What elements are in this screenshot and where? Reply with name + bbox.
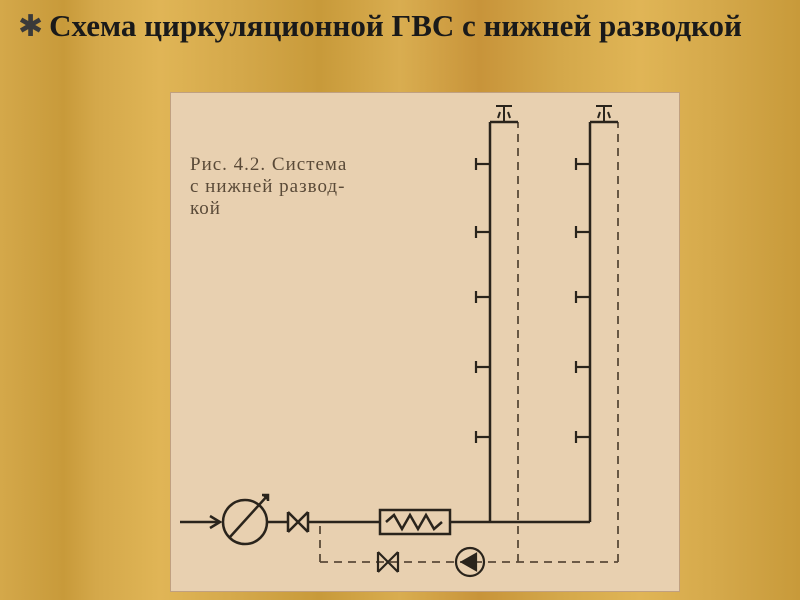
air-vent-2 xyxy=(596,106,612,122)
riser-2-taps xyxy=(576,158,590,443)
riser-2 xyxy=(590,106,618,562)
schematic-svg: Рис. 4.2. Система с нижней развод- кой xyxy=(170,92,680,592)
caption-line-1: Рис. 4.2. Система xyxy=(190,154,347,175)
riser-1 xyxy=(490,106,518,562)
slide-background: ✱ Схема циркуляционной ГВС с нижней разв… xyxy=(0,0,800,600)
caption-line-2: с нижней развод- xyxy=(190,176,345,197)
diagram-panel: Рис. 4.2. Система с нижней развод- кой xyxy=(170,92,680,592)
bullet-icon: ✱ xyxy=(18,10,43,44)
riser-1-taps xyxy=(476,158,490,443)
slide-title: Схема циркуляционной ГВС с нижней развод… xyxy=(49,8,742,44)
figure-caption: Рис. 4.2. Система с нижней развод- кой xyxy=(190,154,347,219)
caption-line-3: кой xyxy=(190,198,221,219)
title-row: ✱ Схема циркуляционной ГВС с нижней разв… xyxy=(18,8,780,44)
supply-main-line xyxy=(180,495,590,544)
return-main-line xyxy=(320,522,618,562)
taps xyxy=(476,158,590,443)
air-vent-1 xyxy=(496,106,512,122)
